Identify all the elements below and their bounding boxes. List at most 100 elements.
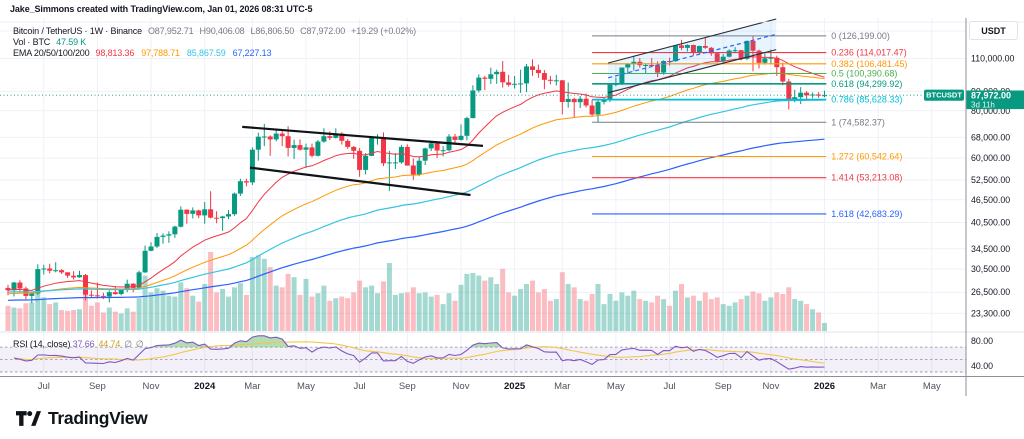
ema-lines [7,56,825,301]
candle-body [422,148,428,161]
volume-bar [17,308,23,331]
symbol-price-tag: BTCUSDT [924,89,964,101]
fib-retracement[interactable]: 0 (126,199.00) 0.236 (114,017.47)0.382 (1… [592,31,907,219]
candle-body [273,133,279,140]
rsi-value-2: ∅ [124,339,132,349]
volume-bar [190,295,196,331]
time-axis-label: Sep [715,381,732,392]
candle-body [780,67,786,82]
candle-body [762,58,768,63]
badge-price: 87,972.00 [971,90,1011,100]
candle-body [291,145,297,148]
price-axis-currency-label[interactable]: USDT [969,21,1018,40]
candle-body [148,246,154,251]
logo-mark-dot [27,411,33,417]
volume-bar [220,289,226,331]
volume-bar [476,275,482,331]
rsi-params: (14, close) [29,339,71,349]
volume-bar [768,297,774,331]
volume-bar [160,290,166,331]
candle-body [100,295,106,297]
tradingview-logo-icon [16,411,41,426]
volume-bar [321,285,327,331]
volume-bar [243,294,249,331]
price-axis-label: 46,500.00 [971,195,1010,205]
tradingview-logo[interactable]: TradingView [16,408,148,429]
candle-body [541,73,547,80]
volume-value: 47.59 K [56,36,87,47]
descending-channel[interactable] [242,125,484,197]
volume-bar [106,307,112,331]
candle-body [619,67,625,84]
volume-bar [214,292,220,331]
candle-body [142,250,148,273]
volume-bar [488,277,494,331]
volume-bar [690,295,696,331]
candle-body [345,140,351,147]
volume-bar [363,287,369,331]
candle-body [249,149,255,183]
ema-values: 98,813.36 97,788.71 85,867.59 67,227.13 [96,48,279,58]
volume-bar [237,283,243,331]
candle-body [702,46,708,48]
candle-body [59,270,65,273]
fib-level-label: 0.5 (100,390.68) [831,69,897,79]
fib-level-label: 1 (74,582.37) [831,117,885,127]
rsi-pane [0,335,966,373]
volume-bar [452,300,458,331]
channel-border-line[interactable] [608,18,777,64]
channel-border-line[interactable] [608,49,777,94]
candle-body [297,145,303,150]
candle-body [714,53,720,62]
volume-bar [255,255,261,331]
volume-bar [595,284,601,331]
price-axis-label: 34,500.00 [971,244,1010,254]
candle-body [488,74,494,79]
time-axis-label: Jul [664,381,676,392]
candle-body [631,61,637,64]
candle-body [202,209,208,216]
candle-body [768,57,774,59]
time-axis-label: Sep [399,381,416,392]
rsi-axis-label: 40.00 [971,361,993,371]
volume-bar [464,273,470,331]
axis-frame [0,18,1024,396]
candle-body [673,45,678,62]
candle-body [625,63,631,68]
volume-bar [708,299,714,331]
candle-body [5,287,11,291]
candle-body [750,40,756,51]
candle-body [226,214,231,217]
trend-line[interactable] [242,125,484,147]
volume-bar [428,296,434,331]
ascending-channel[interactable] [608,18,777,94]
volume-bar [738,299,744,331]
volume-bar [619,292,625,331]
volume-bar [667,305,673,331]
symbol-title: Bitcoin / TetherUS · 1W · Binance [13,25,142,36]
trend-line[interactable] [249,166,471,197]
volume-bar [386,263,392,331]
candle-body [655,65,661,73]
volume-bar [720,304,726,331]
candle-body [434,143,440,151]
candle-body [530,66,535,70]
candle-body [255,136,261,150]
volume-bar [458,284,464,331]
candle-body [17,282,23,289]
candle-body [416,160,422,175]
price-axis-label: 52,500.00 [971,175,1010,185]
candle-body [512,83,518,85]
volume-bar [518,289,524,331]
rsi-value-0: 37.66 [72,339,95,349]
ema-legend-row: EMA 20/50/100/200 98,813.36 97,788.71 85,86… [13,48,416,59]
candle-body [589,105,595,115]
candle-body [726,50,732,57]
time-axis-label: Mar [870,381,886,392]
time-axis[interactable]: Jul Sep Nov 2024 Mar May Jul Sep Nov 2025 Mar May Ju… [38,381,941,392]
rsi-value-1: 44.74 [98,339,121,349]
volume-bar [315,293,321,331]
candle-body [214,217,220,219]
candle-body [804,92,810,96]
